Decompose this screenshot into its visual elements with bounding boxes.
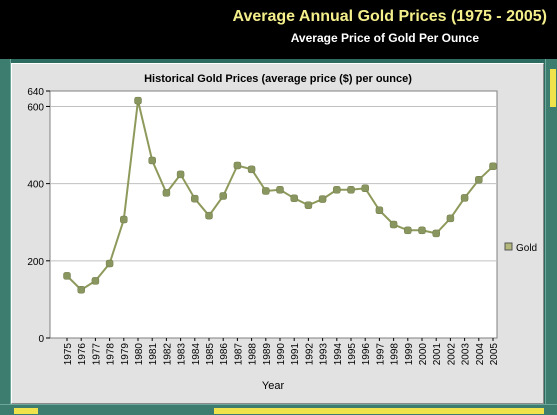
x-tick-label: 1989	[262, 343, 273, 366]
x-axis-label: Year	[262, 380, 285, 392]
x-tick-label: 1999	[404, 343, 415, 366]
data-point	[404, 226, 412, 235]
data-point	[375, 206, 384, 215]
x-tick-label: 1986	[219, 343, 230, 366]
data-point	[446, 214, 455, 223]
y-tick-label: 0	[38, 334, 44, 345]
x-tick-label: 1984	[191, 343, 202, 366]
data-point	[304, 201, 313, 209]
legend-label: Gold	[516, 243, 537, 254]
x-tick-label: 1981	[148, 343, 159, 366]
plot-area	[49, 90, 498, 339]
x-tick-label: 2004	[475, 343, 486, 366]
data-point	[91, 277, 100, 285]
frame-highlight	[14, 408, 38, 414]
x-tick-label: 1982	[162, 343, 173, 366]
chart-title: Historical Gold Prices (average price ($…	[144, 73, 412, 85]
x-tick-label: 1977	[91, 343, 102, 366]
data-point	[191, 194, 199, 203]
data-point	[432, 229, 440, 238]
data-point	[162, 189, 171, 197]
data-point	[290, 194, 298, 203]
x-tick-label: 1991	[290, 343, 301, 366]
x-tick-label: 1983	[177, 343, 188, 366]
x-tick-label: 1987	[233, 343, 244, 366]
data-point	[233, 161, 242, 170]
x-tick-label: 2000	[418, 343, 429, 366]
right-frame-border	[545, 59, 557, 414]
data-point	[247, 165, 256, 174]
data-point	[460, 194, 469, 202]
data-point	[276, 186, 284, 194]
page-title: Average Annual Gold Prices (1975 - 2005)	[232, 8, 548, 25]
y-tick-label: 400	[27, 180, 44, 191]
x-tick-label: 2003	[461, 343, 472, 366]
data-point	[63, 272, 71, 280]
x-tick-label: 1993	[319, 343, 330, 366]
x-tick-label: 1979	[120, 343, 131, 366]
y-tick-label: 200	[27, 257, 44, 268]
title-bar: Average Annual Gold Prices (1975 - 2005)…	[0, 0, 557, 59]
legend-swatch	[504, 242, 513, 251]
x-tick-label: 2005	[489, 343, 500, 366]
y-tick-label: 640	[27, 87, 44, 98]
x-tick-label: 1980	[134, 343, 145, 366]
data-point	[205, 211, 213, 220]
data-point	[176, 170, 185, 179]
page-subtitle: Average Price of Gold Per Ounce	[290, 31, 479, 45]
x-tick-label: 1976	[77, 343, 88, 366]
left-frame-border	[0, 59, 11, 414]
x-tick-label: 1975	[63, 343, 74, 366]
frame-highlight	[550, 69, 556, 107]
data-point	[347, 186, 355, 194]
data-point	[418, 226, 426, 235]
y-tick-label: 600	[27, 102, 44, 113]
data-point	[105, 259, 114, 268]
x-tick-label: 1997	[375, 343, 386, 366]
data-point	[333, 186, 341, 194]
x-tick-label: 1978	[106, 343, 117, 366]
data-point	[148, 156, 156, 165]
data-point	[262, 187, 270, 195]
frame-highlight	[214, 408, 544, 414]
x-tick-label: 1994	[333, 343, 344, 366]
data-point	[77, 286, 85, 294]
x-tick-label: 1998	[390, 343, 401, 366]
x-tick-label: 1990	[276, 343, 287, 366]
x-tick-label: 1996	[361, 343, 372, 366]
data-point	[318, 195, 327, 203]
data-point	[389, 220, 398, 229]
x-tick-label: 2001	[432, 343, 443, 366]
x-tick-label: 1988	[248, 343, 259, 366]
data-point	[219, 192, 227, 200]
x-tick-label: 1992	[304, 343, 315, 366]
data-point	[475, 176, 483, 184]
x-tick-label: 1985	[205, 343, 216, 366]
bottom-frame-border	[0, 404, 557, 415]
data-point	[120, 215, 128, 224]
data-point	[489, 162, 497, 171]
data-point	[361, 184, 369, 193]
data-point	[134, 96, 142, 105]
x-tick-label: 2002	[446, 343, 457, 366]
x-tick-label: 1995	[347, 343, 358, 366]
